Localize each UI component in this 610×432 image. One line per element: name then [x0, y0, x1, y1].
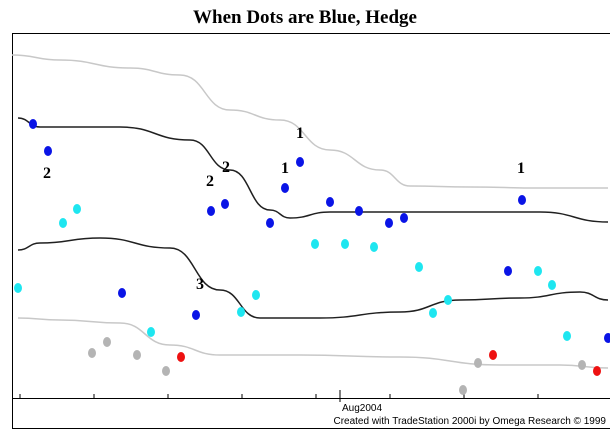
dot: [281, 183, 289, 193]
dot: [221, 199, 229, 209]
annotation: 1: [517, 160, 525, 177]
dot: [59, 218, 67, 228]
dot: [504, 266, 512, 276]
annotation: 1: [281, 160, 289, 177]
annotation: 2: [206, 173, 214, 190]
dot: [237, 307, 245, 317]
dot: [252, 290, 260, 300]
dot: [266, 218, 274, 228]
dot: [429, 308, 437, 318]
dot: [604, 333, 610, 343]
band-line: [11, 54, 608, 189]
dot: [147, 327, 155, 337]
band-line: [17, 317, 609, 369]
dot: [489, 350, 497, 360]
frame: [12, 33, 610, 429]
annotation: 3: [196, 276, 204, 293]
dot: [162, 366, 170, 376]
dot: [518, 195, 526, 205]
dot: [207, 206, 215, 216]
dot: [534, 266, 542, 276]
x-tick-label: Aug2004: [342, 403, 382, 414]
dot: [563, 331, 571, 341]
dot: [29, 119, 37, 129]
dot: [73, 204, 81, 214]
dot: [459, 385, 467, 395]
dot: [370, 242, 378, 252]
dot: [103, 337, 111, 347]
dot: [296, 157, 304, 167]
band-line: [17, 117, 609, 223]
credit: Created with TradeStation 2000i by Omega…: [333, 416, 606, 427]
dot: [578, 360, 586, 370]
dot: [415, 262, 423, 272]
dot: [355, 206, 363, 216]
dot: [311, 239, 319, 249]
dot: [593, 366, 601, 376]
dot: [177, 352, 185, 362]
dot: [385, 218, 393, 228]
dot: [14, 283, 22, 293]
chart-title: When Dots are Blue, Hedge: [193, 7, 417, 28]
annotation: 1: [296, 125, 304, 142]
dot: [341, 239, 349, 249]
annotation: 2: [43, 165, 51, 182]
dot: [474, 358, 482, 368]
dot: [548, 280, 556, 290]
dot: [88, 348, 96, 358]
dot: [444, 295, 452, 305]
annotation: 2: [222, 159, 230, 176]
dot: [133, 350, 141, 360]
dot: [400, 213, 408, 223]
dot: [44, 146, 52, 156]
band-line: [17, 237, 609, 319]
dot: [118, 288, 126, 298]
dot: [326, 197, 334, 207]
dot: [192, 310, 200, 320]
